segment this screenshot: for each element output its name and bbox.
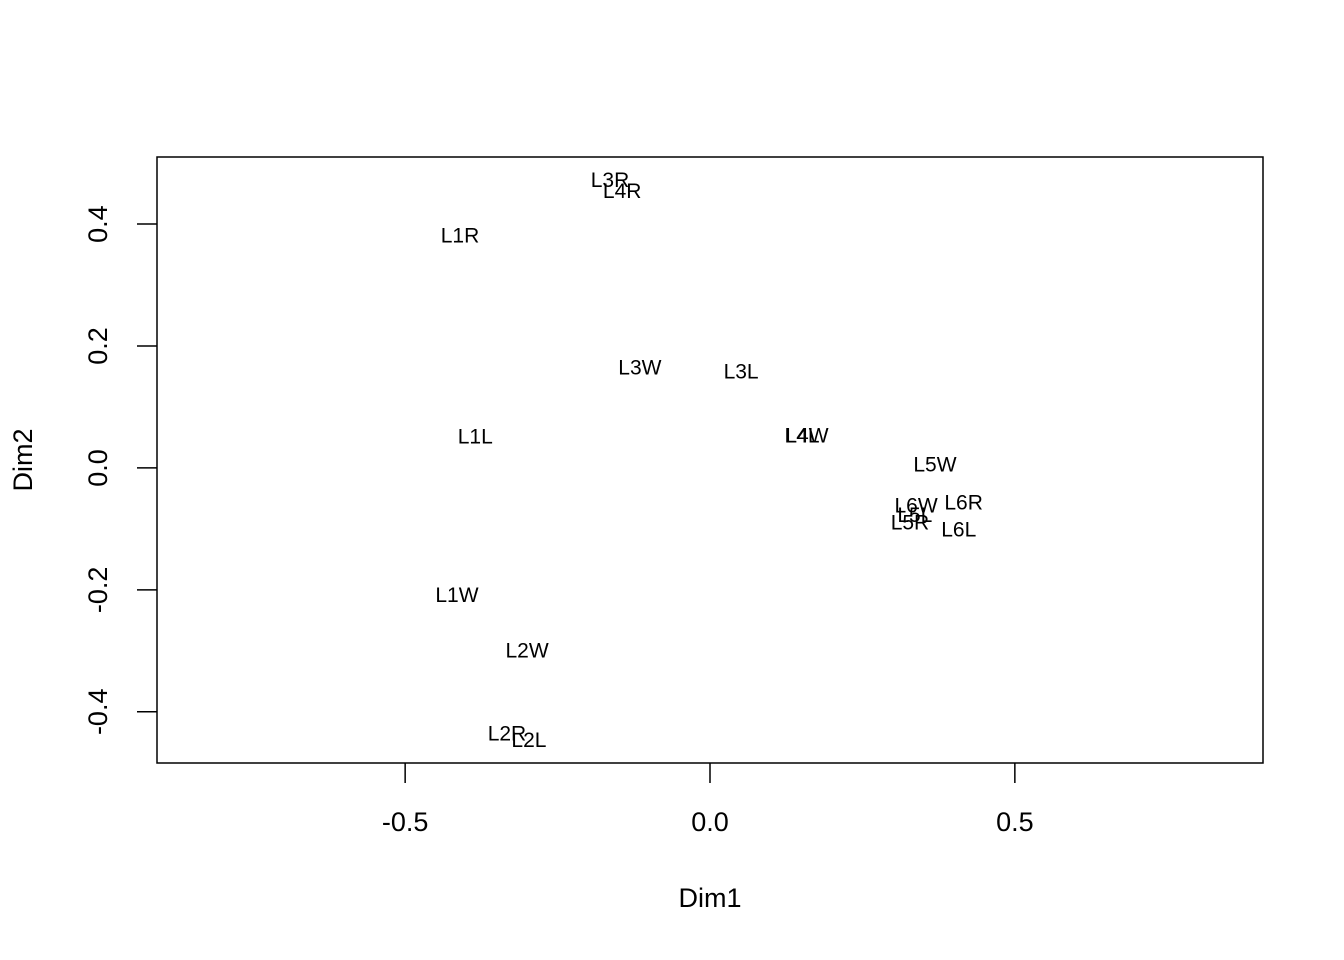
point-label: L6L [941,518,976,541]
point-label: L6W [894,494,937,517]
point-label: L6R [944,491,983,514]
x-tick-label: 0.5 [996,807,1034,837]
point-label: L3W [618,357,661,380]
point-label: L2R [488,723,527,746]
point-label: L3L [724,360,759,383]
point-label: L1R [441,224,480,247]
point-label: L1W [435,584,478,607]
point-label: L2W [505,640,548,663]
y-tick-label: 0.4 [83,205,113,243]
y-tick-label: 0.0 [83,449,113,487]
x-tick-label: -0.5 [382,807,429,837]
point-label: L4L [785,424,820,447]
x-axis-label: Dim1 [678,883,741,913]
point-label: L5L [897,504,932,527]
point-label: L4W [785,424,828,447]
y-tick-label: -0.4 [83,689,113,736]
x-tick-label: 0.0 [691,807,729,837]
point-label: L5R [891,512,930,535]
point-label: L3R [591,169,630,192]
point-label: L2L [511,729,546,752]
point-label: L1L [458,426,493,449]
plot-box [156,156,1264,764]
point-label: L4R [603,180,642,203]
y-tick-label: -0.2 [83,567,113,614]
y-axis-label: Dim2 [8,428,38,491]
point-label: L5W [913,454,956,477]
y-tick-label: 0.2 [83,327,113,365]
